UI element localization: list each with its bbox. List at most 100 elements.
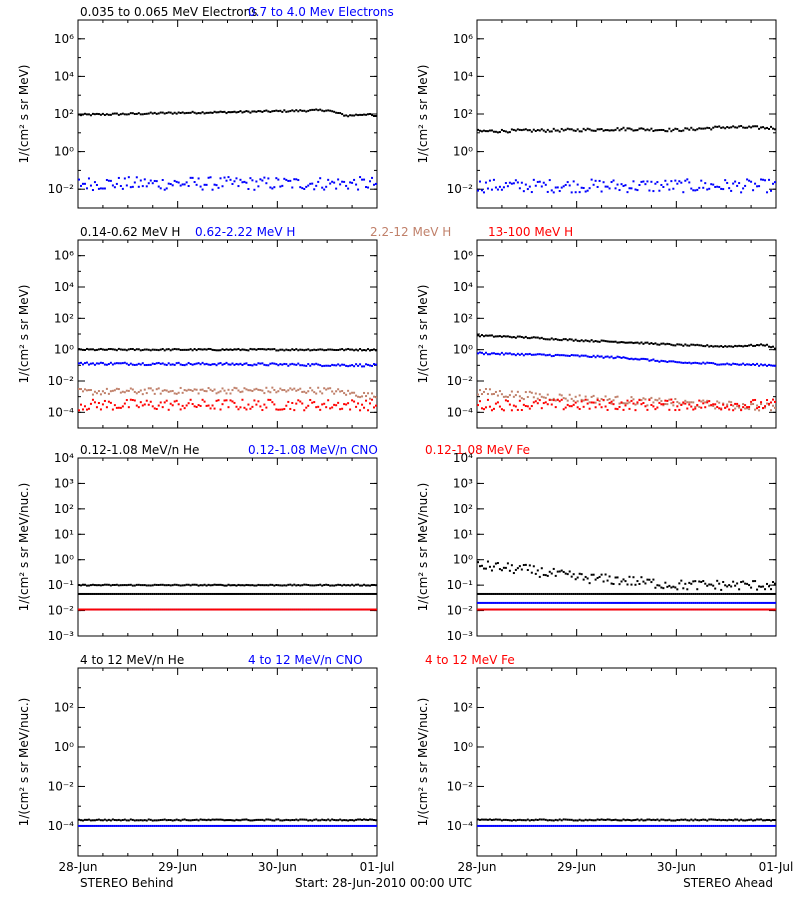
data-point xyxy=(161,178,164,181)
data-point xyxy=(572,573,575,576)
data-point xyxy=(508,819,511,822)
data-point xyxy=(133,608,136,611)
data-point xyxy=(650,608,653,611)
data-point xyxy=(185,583,188,586)
data-point xyxy=(297,349,300,352)
data-point xyxy=(95,608,98,611)
data-point xyxy=(622,608,625,611)
data-point xyxy=(618,583,621,586)
data-point xyxy=(141,393,144,396)
data-point xyxy=(522,354,525,357)
data-point xyxy=(253,388,256,391)
data-point xyxy=(572,403,575,406)
data-point xyxy=(624,819,627,822)
data-point xyxy=(558,601,561,604)
data-point xyxy=(319,592,322,595)
data-point xyxy=(560,394,563,397)
data-point xyxy=(171,348,174,351)
data-point xyxy=(756,344,759,347)
data-point xyxy=(630,592,633,595)
data-point xyxy=(560,127,563,130)
data-point xyxy=(676,400,679,403)
data-point xyxy=(371,583,374,586)
data-point xyxy=(722,188,725,191)
data-point xyxy=(159,583,162,586)
data-point xyxy=(756,125,759,128)
data-point xyxy=(83,388,86,391)
data-point xyxy=(291,401,294,404)
data-point xyxy=(578,601,581,604)
data-point xyxy=(97,113,100,116)
data-point xyxy=(205,348,208,351)
data-point xyxy=(722,608,725,611)
data-point xyxy=(293,592,296,595)
data-point xyxy=(544,183,547,186)
data-point xyxy=(666,342,669,345)
data-point xyxy=(516,390,519,393)
data-point xyxy=(191,176,194,179)
data-point xyxy=(654,608,657,611)
data-point xyxy=(680,130,683,133)
data-point xyxy=(79,584,82,587)
data-point xyxy=(341,584,344,587)
data-point xyxy=(490,334,493,337)
data-point xyxy=(261,110,264,113)
data-point xyxy=(620,601,623,604)
data-point xyxy=(245,408,248,411)
data-point xyxy=(594,179,597,182)
data-point xyxy=(317,348,320,351)
legend-entry: 0.62-2.22 MeV H xyxy=(195,225,295,239)
data-point xyxy=(608,601,611,604)
data-point xyxy=(303,390,306,393)
data-point xyxy=(177,584,180,587)
data-point xyxy=(496,394,499,397)
data-point xyxy=(556,186,559,189)
data-point xyxy=(732,345,735,348)
data-point xyxy=(512,395,515,398)
data-point xyxy=(758,601,761,604)
data-point xyxy=(315,108,318,111)
data-point xyxy=(774,400,776,403)
data-point xyxy=(774,592,776,595)
data-point xyxy=(257,348,260,351)
data-point xyxy=(271,819,274,822)
data-point xyxy=(221,592,224,595)
data-point xyxy=(191,583,194,586)
data-point xyxy=(111,818,114,821)
data-point xyxy=(766,818,769,821)
data-point xyxy=(750,363,753,366)
data-point xyxy=(175,180,178,183)
data-point xyxy=(702,818,705,821)
data-point xyxy=(592,601,595,604)
data-point xyxy=(698,405,701,408)
data-point xyxy=(542,601,545,604)
data-point xyxy=(546,574,549,577)
data-point xyxy=(640,576,643,579)
data-point xyxy=(644,129,647,132)
data-point xyxy=(137,819,140,822)
data-point xyxy=(169,111,172,114)
data-point xyxy=(183,818,186,821)
data-point xyxy=(602,608,605,611)
data-point xyxy=(289,608,292,611)
data-point xyxy=(494,562,497,565)
data-point xyxy=(622,356,625,359)
data-point xyxy=(155,592,158,595)
data-point xyxy=(241,608,244,611)
data-point xyxy=(251,608,254,611)
data-point xyxy=(622,578,625,581)
data-point xyxy=(480,608,483,611)
data-point xyxy=(105,406,108,409)
data-point xyxy=(584,608,587,611)
data-point xyxy=(642,592,645,595)
data-point xyxy=(524,128,527,131)
data-point xyxy=(510,336,513,339)
data-point xyxy=(297,824,300,827)
data-point xyxy=(700,824,703,827)
data-point xyxy=(123,592,126,595)
legend-entry: 0.035 to 0.065 MeV Electrons xyxy=(80,5,257,19)
data-point xyxy=(730,592,733,595)
data-point xyxy=(504,130,507,133)
data-point xyxy=(594,578,597,581)
data-point xyxy=(688,128,691,131)
